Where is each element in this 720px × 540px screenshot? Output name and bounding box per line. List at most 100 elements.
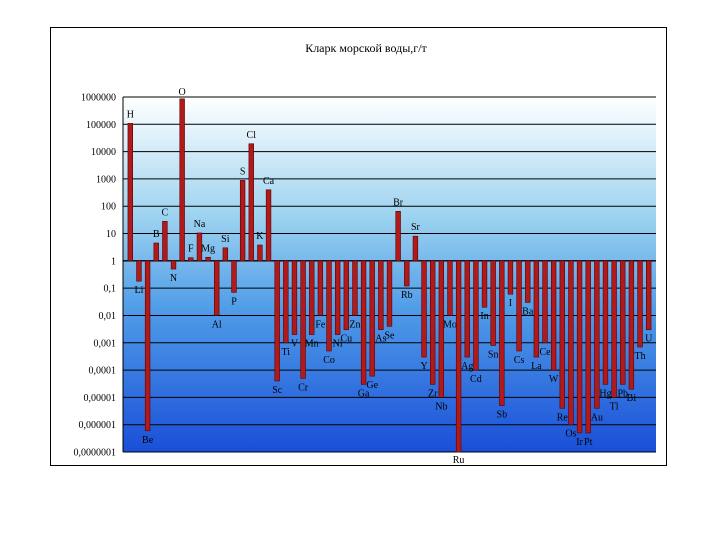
- element-label-co: Co: [323, 355, 335, 366]
- bar-n: [170, 260, 177, 270]
- element-label-n: N: [170, 273, 177, 284]
- bar-sc: [274, 260, 280, 382]
- y-tick-label: 1: [111, 256, 116, 267]
- bar-au: [594, 260, 600, 409]
- bar-be: [144, 260, 151, 432]
- y-tick-label: 0,00001: [84, 393, 117, 404]
- bar-cl: [248, 143, 254, 262]
- element-label-br: Br: [393, 197, 404, 208]
- bar-sb: [499, 260, 505, 406]
- element-label-ge: Ge: [366, 380, 378, 391]
- element-label-y: Y: [420, 361, 427, 372]
- element-label-th: Th: [634, 351, 645, 362]
- bar-s: [239, 180, 246, 262]
- element-label-tl: Tl: [610, 401, 619, 412]
- bar-al: [214, 260, 220, 316]
- bar-zr: [430, 260, 436, 385]
- bar-cu: [343, 260, 349, 331]
- element-label-re: Re: [557, 412, 569, 423]
- bar-cs: [516, 260, 522, 352]
- element-label-se: Se: [385, 330, 396, 341]
- element-label-u: U: [645, 334, 653, 345]
- element-label-k: K: [256, 231, 264, 242]
- element-label-ce: Ce: [539, 347, 551, 358]
- element-label-p: P: [231, 296, 237, 307]
- element-label-b: B: [153, 229, 160, 240]
- y-axis-ticks: 1000000 100000 10000 1000 100 10 1 0,1 0,01 0,001…: [74, 93, 117, 459]
- bar-mg: [205, 256, 211, 262]
- element-label-sn: Sn: [488, 349, 499, 360]
- y-tick-label: 1000000: [81, 93, 116, 104]
- bar-tl: [611, 260, 617, 398]
- bar-i: [507, 260, 514, 295]
- element-label-zn: Zn: [349, 319, 360, 330]
- element-label-be: Be: [142, 435, 154, 446]
- bar-as: [378, 260, 384, 331]
- bar-os: [568, 260, 574, 425]
- element-label-ti: Ti: [282, 347, 291, 358]
- bar-ge: [369, 260, 375, 377]
- element-label-nb: Nb: [435, 401, 447, 412]
- bar-cd: [473, 260, 479, 371]
- bar-ga: [360, 260, 367, 385]
- bar-ni: [334, 260, 341, 335]
- y-tick-label: 10000: [91, 147, 116, 158]
- element-labels: H Li Be BC N O F Na Mg Al Si P S Cl K Ca Sc TiV Cr Mn Fe Co Ni…: [127, 87, 653, 466]
- element-label-bi: Bi: [627, 393, 637, 404]
- element-label-sb: Sb: [497, 410, 508, 421]
- element-label-na: Na: [194, 219, 206, 230]
- bar-zn: [352, 260, 358, 316]
- bar-sn: [490, 260, 496, 346]
- bar-mn: [309, 260, 315, 335]
- bar-h: [127, 123, 133, 262]
- element-label-ba: Ba: [522, 306, 534, 317]
- element-label-pt: Pt: [584, 437, 593, 448]
- bar-b: [153, 242, 159, 262]
- bar-ag: [464, 260, 470, 358]
- element-label-ir: Ir: [576, 437, 583, 448]
- bar-pt: [585, 260, 591, 434]
- element-label-mo: Mo: [443, 319, 457, 330]
- element-label-si: Si: [221, 234, 230, 245]
- bar-c: [162, 221, 168, 262]
- bar-y: [421, 260, 427, 358]
- bars: [127, 98, 652, 453]
- element-label-mn: Mn: [305, 339, 319, 350]
- element-label-ru: Ru: [453, 455, 465, 466]
- element-label-al: Al: [212, 319, 222, 330]
- y-tick-label: 0,000001: [79, 420, 117, 431]
- element-label-cd: Cd: [470, 374, 482, 385]
- element-label-ni: Ni: [333, 339, 343, 350]
- bar-ru: [455, 260, 462, 453]
- element-label-au: Au: [591, 412, 603, 423]
- element-label-cl: Cl: [247, 130, 257, 141]
- bar-p: [231, 260, 237, 293]
- bar-u: [646, 260, 652, 331]
- bar-ca: [265, 189, 272, 262]
- y-tick-label: 100: [101, 202, 116, 213]
- element-label-s: S: [240, 166, 246, 177]
- bar-sr: [412, 235, 419, 262]
- element-label-c: C: [162, 207, 169, 218]
- bar-ce: [542, 260, 548, 344]
- y-tick-label: 0,001: [94, 338, 117, 349]
- element-label-zr: Zr: [428, 388, 438, 399]
- chart-svg: Кларк морской воды,г/т 10000001000001000…: [74, 41, 656, 466]
- element-label-h: H: [127, 109, 134, 120]
- bar-se: [386, 260, 393, 327]
- element-label-ca: Ca: [263, 176, 275, 187]
- element-label-sc: Sc: [272, 385, 283, 396]
- element-label-rb: Rb: [401, 290, 413, 301]
- y-tick-label: 1000: [96, 174, 116, 185]
- element-label-i: I: [509, 298, 512, 309]
- element-label-in: In: [480, 311, 488, 322]
- bar-f: [188, 257, 194, 262]
- bar-li: [136, 260, 142, 282]
- element-label-fe: Fe: [315, 319, 326, 330]
- bar-bi: [628, 260, 635, 390]
- bar-o: [179, 98, 185, 262]
- bar-v: [291, 260, 298, 335]
- element-label-ga: Ga: [358, 388, 370, 399]
- element-label-hg: Hg: [599, 388, 611, 399]
- y-tick-label: 10: [106, 229, 116, 240]
